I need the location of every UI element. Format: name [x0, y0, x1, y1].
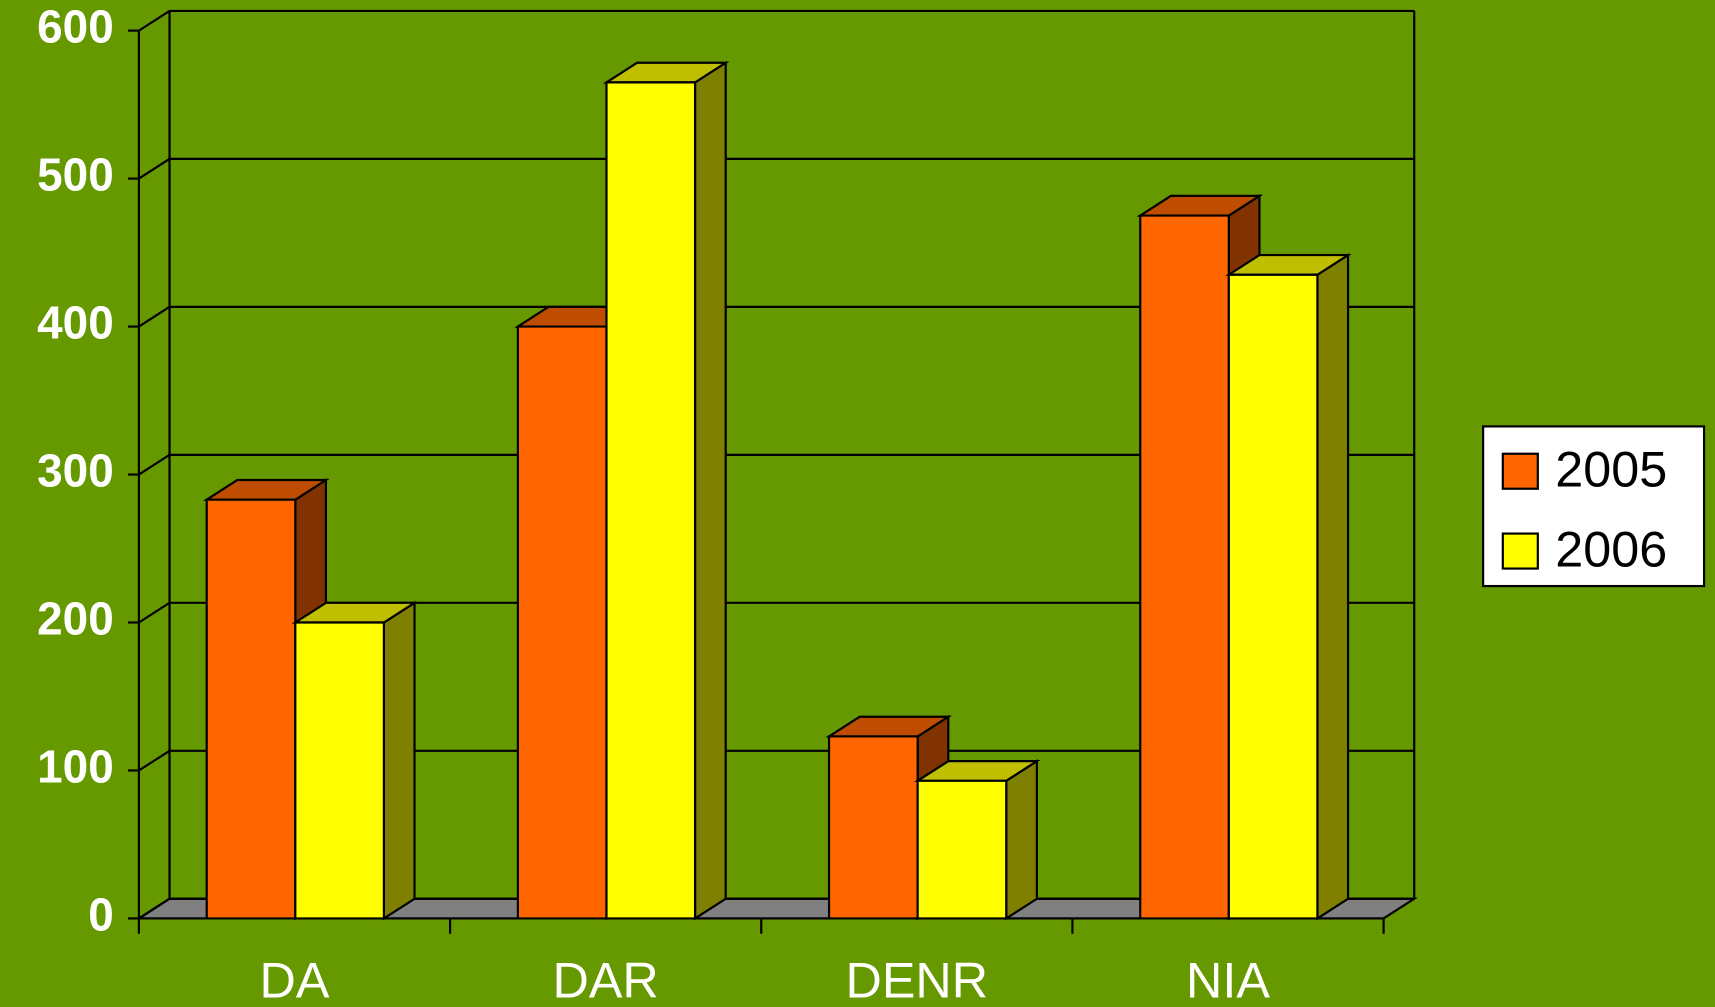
y-tick-label: 300	[37, 445, 114, 497]
y-tick-label: 500	[37, 149, 114, 201]
grid-line	[138, 749, 1415, 772]
bar	[1225, 253, 1352, 921]
y-tick-label: 0	[88, 889, 114, 941]
x-tick-label: DENR	[846, 951, 989, 1007]
x-tick-label: DAR	[553, 951, 659, 1007]
grid-line	[138, 9, 1415, 32]
y-tick-label: 400	[37, 297, 114, 349]
bar	[291, 600, 419, 921]
legend-swatch	[1501, 452, 1539, 490]
bar-side	[1005, 759, 1038, 921]
bar-front	[916, 779, 1008, 920]
grid-line	[138, 305, 1415, 328]
grid-line	[138, 453, 1415, 476]
bar-side	[382, 600, 416, 921]
bar-front	[294, 621, 385, 920]
grid-line	[138, 601, 1415, 624]
x-tick-label: DA	[260, 951, 330, 1007]
bar-front	[516, 325, 608, 920]
y-tick-label: 200	[37, 593, 114, 645]
bar-front	[1227, 273, 1319, 920]
bar-side	[1316, 253, 1350, 921]
bar	[913, 759, 1041, 921]
y-tick-label: 600	[37, 1, 114, 53]
bar-front	[205, 498, 297, 920]
legend-label: 2006	[1555, 521, 1667, 578]
legend-swatch	[1501, 532, 1539, 570]
grid-line	[138, 157, 1415, 180]
legend-label: 2005	[1555, 441, 1667, 498]
y-tick-label: 100	[37, 741, 114, 793]
bar-front	[605, 81, 697, 920]
bar-side	[693, 60, 727, 921]
bar-front	[827, 735, 919, 920]
bar	[602, 60, 730, 921]
x-tick-label: NIA	[1186, 951, 1270, 1007]
bar-front	[1139, 214, 1230, 920]
